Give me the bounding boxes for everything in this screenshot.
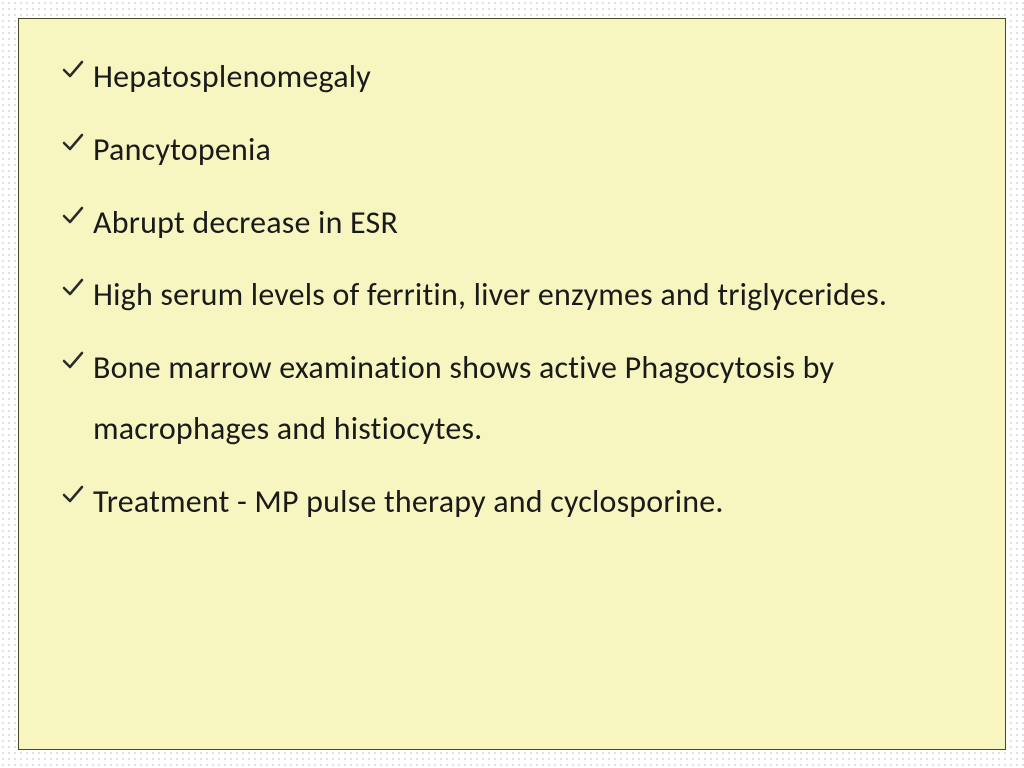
bullet-list: Hepatosplenomegaly Pancytopenia Abrupt d… — [59, 47, 965, 533]
list-item-text: Bone marrow examination shows active Pha… — [93, 338, 965, 460]
list-item-text: Abrupt decrease in ESR — [93, 193, 398, 254]
checkmark-icon — [59, 55, 87, 83]
list-item: Abrupt decrease in ESR — [59, 193, 965, 254]
checkmark-icon — [59, 346, 87, 374]
list-item-text: Pancytopenia — [93, 120, 271, 181]
slide-content-box: Hepatosplenomegaly Pancytopenia Abrupt d… — [18, 18, 1006, 750]
checkmark-icon — [59, 201, 87, 229]
list-item: High serum levels of ferritin, liver enz… — [59, 265, 965, 326]
checkmark-icon — [59, 128, 87, 156]
checkmark-icon — [59, 273, 87, 301]
list-item-text: High serum levels of ferritin, liver enz… — [93, 265, 887, 326]
list-item: Hepatosplenomegaly — [59, 47, 965, 108]
list-item-text: Hepatosplenomegaly — [93, 47, 371, 108]
list-item: Pancytopenia — [59, 120, 965, 181]
list-item-text: Treatment - MP pulse therapy and cyclosp… — [93, 472, 724, 533]
list-item: Treatment - MP pulse therapy and cyclosp… — [59, 472, 965, 533]
list-item: Bone marrow examination shows active Pha… — [59, 338, 965, 460]
checkmark-icon — [59, 480, 87, 508]
